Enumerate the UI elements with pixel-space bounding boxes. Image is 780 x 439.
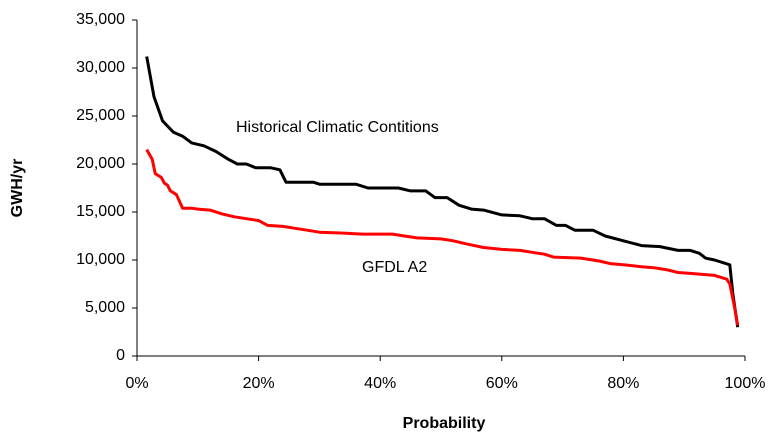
x-tick-label: 80% — [607, 375, 639, 392]
y-tick-label: 5,000 — [85, 299, 125, 316]
x-tick-label: 20% — [243, 375, 275, 392]
x-tick-label: 60% — [486, 375, 518, 392]
series-label: GFDL A2 — [362, 259, 427, 276]
y-axis-label: GWH/yr — [9, 159, 26, 218]
y-tick-label: 30,000 — [76, 59, 125, 76]
series-label: Historical Climatic Contitions — [236, 119, 439, 136]
y-tick-label: 20,000 — [76, 155, 125, 172]
series-line — [145, 56, 740, 328]
y-tick-label: 25,000 — [76, 107, 125, 124]
x-tick-label: 100% — [725, 375, 766, 392]
series-line — [145, 148, 740, 326]
y-tick-label: 0 — [116, 347, 125, 364]
x-tick-label: 0% — [125, 375, 148, 392]
x-axis-label: Probability — [403, 415, 486, 432]
y-tick-label: 15,000 — [76, 203, 125, 220]
x-tick-label: 40% — [364, 375, 396, 392]
y-tick-label: 35,000 — [76, 11, 125, 28]
y-tick-label: 10,000 — [76, 251, 125, 268]
